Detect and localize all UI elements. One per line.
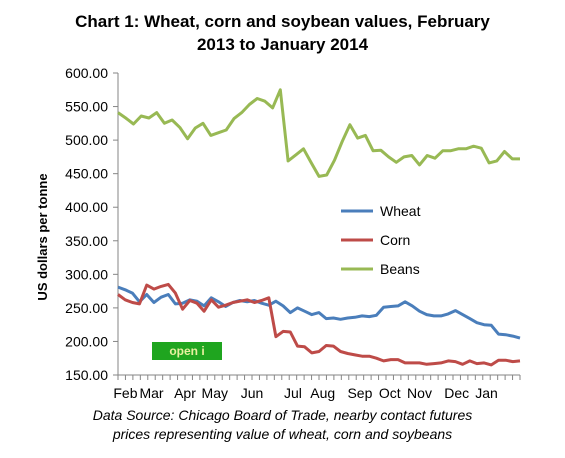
annotation-box: open i	[152, 342, 222, 360]
y-tick-label: 200.00	[65, 333, 108, 349]
source-note-line-2: prices representing value of wheat, corn…	[112, 426, 453, 442]
source-note: Data Source: Chicago Board of Trade, nea…	[0, 406, 565, 444]
y-tick-label: 400.00	[65, 199, 108, 215]
x-tick-label: Aug	[310, 385, 335, 401]
x-tick-label: Nov	[407, 385, 432, 401]
y-tick-label: 350.00	[65, 233, 108, 249]
series-line-corn	[117, 282, 521, 367]
x-tick-label: Jul	[284, 385, 302, 401]
x-tick-label: Jan	[475, 385, 498, 401]
series-lines	[117, 88, 521, 367]
y-tick-label: 600.00	[65, 65, 108, 81]
y-tick-label: 450.00	[65, 166, 108, 182]
axes: 150.00 200.00 250.00 300.00 350.00 400.00 450.…	[65, 65, 521, 401]
y-tick-label: 150.00	[65, 367, 108, 383]
legend-label-wheat: Wheat	[380, 203, 421, 219]
chart-title-line-1: Chart 1: Wheat, corn and soybean values,…	[75, 12, 490, 31]
x-tick-label: Mar	[139, 385, 163, 401]
chart-title: Chart 1: Wheat, corn and soybean values,…	[0, 10, 565, 56]
legend: Wheat Corn Beans	[341, 203, 421, 277]
legend-label-beans: Beans	[380, 261, 420, 277]
x-tick-label: Feb	[113, 385, 137, 401]
x-tick-label: Oct	[379, 385, 401, 401]
y-tick-label: 300.00	[65, 266, 108, 282]
x-tick-label: May	[202, 385, 228, 401]
chart-title-line-2: 2013 to January 2014	[196, 35, 369, 54]
y-tick-label: 250.00	[65, 300, 108, 316]
x-tick-label: Apr	[174, 385, 196, 401]
y-tick-label: 500.00	[65, 132, 108, 148]
series-line-wheat	[117, 285, 521, 340]
series-line-beans	[117, 88, 520, 178]
x-tick-label: Sep	[347, 385, 372, 401]
y-axis-label: US dollars per tonne	[35, 173, 50, 300]
source-note-line-1: Data Source: Chicago Board of Trade, nea…	[92, 407, 473, 423]
legend-label-corn: Corn	[380, 232, 410, 248]
x-tick-label: Jun	[241, 385, 264, 401]
x-tick-label: Dec	[444, 385, 469, 401]
y-tick-label: 550.00	[65, 99, 108, 115]
